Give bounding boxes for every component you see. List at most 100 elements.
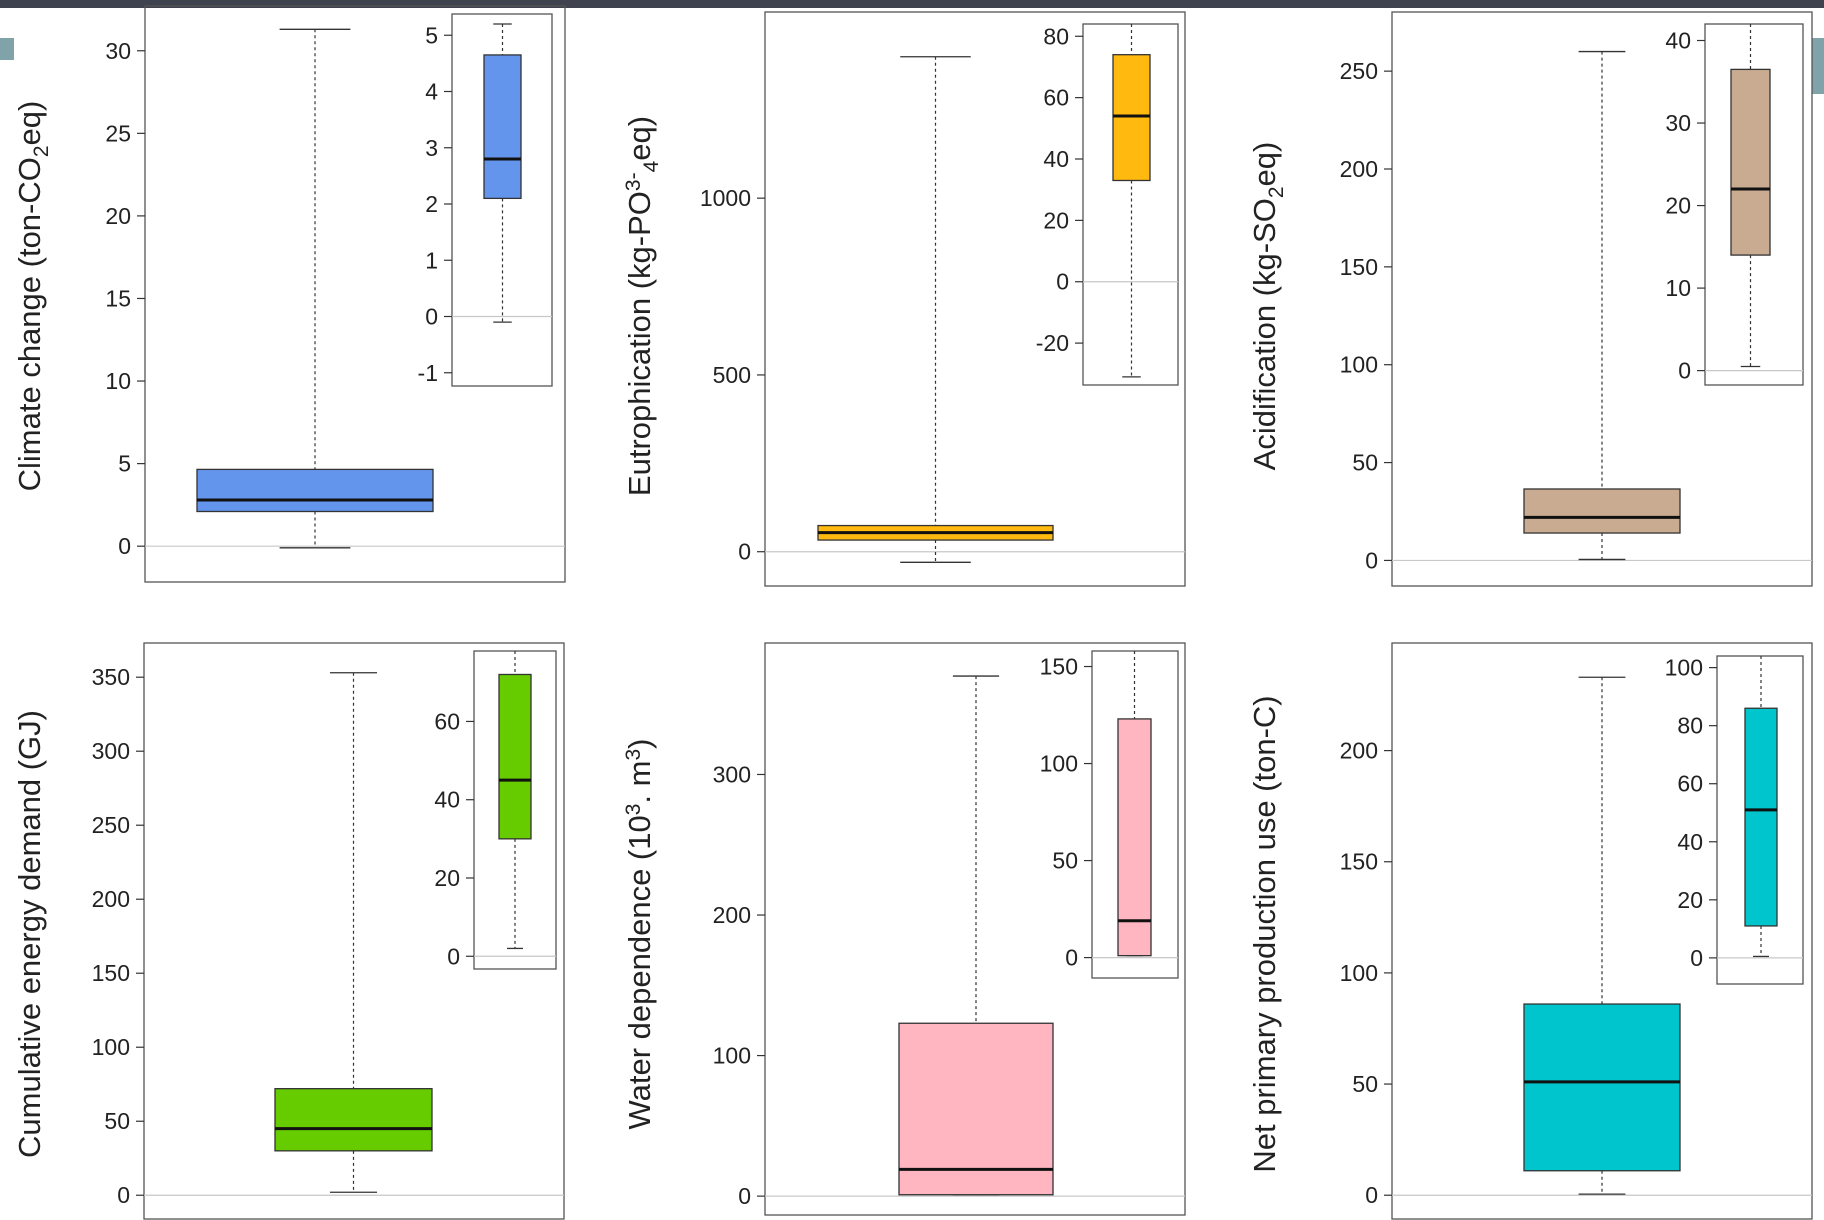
panel-3-inset-iqr-box [1730, 68, 1771, 256]
panel-2-main-tick-label: 1000 [700, 185, 751, 211]
panel-2-main-plot: 0 500 1000 [700, 11, 1186, 587]
panel-6-inset-frame [1716, 655, 1804, 985]
panel-3-main-plot: 0 50 100 150 200 250 [1340, 11, 1813, 587]
panel-1-main-tick-label: 0 [118, 533, 131, 559]
panel-4-main-tick-label: 200 [92, 886, 130, 912]
panel-5-main-iqr-box [898, 1022, 1054, 1196]
panel-1-y-axis-label: Climate change (ton-CO2eq) [12, 101, 53, 492]
panel-1-main-frame [144, 5, 566, 583]
panel-4-main-tick-label: 0 [117, 1182, 130, 1208]
slide-top-bar [0, 0, 1824, 8]
panel-3-main-tick-label: 100 [1340, 352, 1378, 378]
panel-3-main-tick-label: 200 [1340, 156, 1378, 182]
panel-2-main-frame [764, 11, 1186, 587]
panel-2-y-axis-label: Eutrophication (kg-PO3-4eq) [622, 116, 663, 496]
slide-right-accent [1812, 38, 1824, 94]
panel-4-main-tick-label: 50 [104, 1108, 130, 1134]
panel-2-inset-tick-label: 20 [1043, 207, 1069, 233]
panel-4-main-tick-label: 350 [92, 664, 130, 690]
panel-5: 0 100 200 300 0 50 100 150 Water dependence (103… [622, 642, 1186, 1216]
panel-2-main-tick-label: 500 [713, 362, 751, 388]
panel-3-inset-tick-label: 20 [1665, 193, 1691, 219]
panel-5-y-axis-label: Water dependence (103. m3) [622, 739, 657, 1130]
panel-4-inset-tick-label: 0 [447, 943, 460, 969]
panel-1-main-tick-label: 15 [105, 285, 131, 311]
panel-1-main-tick-label: 5 [118, 451, 131, 477]
panel-6-inset-tick-label: 40 [1677, 829, 1703, 855]
panel-5-main-frame [764, 642, 1186, 1216]
panel-4: 0 50 100 150 200 250 300 350 0 20 40 60 Cumulative e… [12, 642, 565, 1220]
panel-4-inset-iqr-box [498, 673, 532, 840]
panel-4-inset-tick-label: 40 [434, 787, 460, 813]
panel-3-inset-tick-label: 40 [1665, 28, 1691, 54]
panel-6-main-tick-label: 200 [1340, 738, 1378, 764]
panel-3-inset-tick-label: 10 [1665, 275, 1691, 301]
panel-4-main-tick-label: 250 [92, 812, 130, 838]
panel-3-inset-frame [1704, 23, 1804, 386]
panel-2-inset-frame [1082, 23, 1179, 386]
panel-3-y-axis-label: Acidification (kg-SO2eq) [1247, 142, 1288, 471]
panel-3-main-tick-label: 50 [1352, 450, 1378, 476]
panel-1-main-iqr-box [196, 468, 434, 513]
panel-4-inset-plot: 0 20 40 60 [434, 650, 557, 970]
panel-1-inset-tick-label: -1 [418, 360, 438, 386]
panel-2-inset-tick-label: -20 [1036, 330, 1069, 356]
panel-1-inset-iqr-box [483, 54, 522, 200]
panel-2-inset-tick-label: 60 [1043, 85, 1069, 111]
panel-5-inset-tick-label: 50 [1052, 848, 1078, 874]
panel-1-inset-tick-label: 4 [425, 79, 438, 105]
panel-5-inset-iqr-box [1117, 718, 1152, 957]
panel-4-main-tick-label: 300 [92, 738, 130, 764]
panel-2: 0 500 1000 -20 0 20 40 60 80 Eutrophication (kg-P… [622, 11, 1186, 587]
panel-3-main-tick-label: 250 [1340, 58, 1378, 84]
panel-4-main-tick-label: 150 [92, 960, 130, 986]
slide-left-accent [0, 38, 14, 60]
panel-6-inset-iqr-box [1744, 707, 1778, 927]
panel-6-inset-tick-label: 80 [1677, 713, 1703, 739]
panel-2-inset-iqr-box [1112, 54, 1151, 182]
panel-3-main-tick-label: 150 [1340, 254, 1378, 280]
panel-6-main-tick-label: 50 [1352, 1071, 1378, 1097]
panel-1-inset-frame [451, 13, 553, 387]
panel-2-main-tick-label: 0 [738, 539, 751, 565]
panel-6-inset-tick-label: 20 [1677, 887, 1703, 913]
panel-4-inset-tick-label: 20 [434, 865, 460, 891]
panel-3-inset-plot: 0 10 20 30 40 [1665, 23, 1804, 386]
panel-2-inset-tick-label: 0 [1056, 269, 1069, 295]
panel-4-inset-tick-label: 60 [434, 708, 460, 734]
panel-5-inset-tick-label: 100 [1040, 751, 1078, 777]
panel-5-main-tick-label: 100 [713, 1043, 751, 1069]
panel-5-main-tick-label: 300 [713, 761, 751, 787]
panel-4-main-iqr-box [274, 1088, 433, 1152]
panel-6: 0 50 100 150 200 0 20 40 60 80 100 Net primary prod… [1247, 642, 1813, 1220]
panel-5-main-plot: 0 100 200 300 [713, 642, 1186, 1216]
panel-3-inset-tick-label: 0 [1678, 358, 1691, 384]
panel-6-main-frame [1391, 642, 1813, 1220]
panel-6-main-tick-label: 0 [1365, 1182, 1378, 1208]
panel-6-main-iqr-box [1523, 1003, 1681, 1172]
panel-3-inset-tick-label: 30 [1665, 110, 1691, 136]
panel-1-inset-tick-label: 0 [425, 304, 438, 330]
panel-2-inset-tick-label: 80 [1043, 23, 1069, 49]
panel-1-inset-tick-label: 2 [425, 191, 438, 217]
panel-5-main-tick-label: 200 [713, 902, 751, 928]
panel-4-main-tick-label: 100 [92, 1034, 130, 1060]
panel-1-inset-tick-label: 5 [425, 22, 438, 48]
panel-2-inset-tick-label: 40 [1043, 146, 1069, 172]
panel-5-main-tick-label: 0 [738, 1183, 751, 1209]
panel-6-inset-tick-label: 100 [1665, 655, 1703, 681]
panel-1: 0 5 10 15 20 25 30 -1 0 1 2 3 4 5 Climate change (ton-… [12, 5, 566, 583]
panel-2-inset-plot: -20 0 20 40 60 80 [1036, 23, 1179, 386]
panel-3-main-frame [1391, 11, 1813, 587]
panel-5-inset-plot: 0 50 100 150 [1040, 650, 1179, 979]
panel-1-inset-tick-label: 1 [425, 247, 438, 273]
panel-5-inset-tick-label: 0 [1065, 945, 1078, 971]
panel-6-inset-plot: 0 20 40 60 80 100 [1665, 655, 1804, 985]
panel-6-y-axis-label: Net primary production use (ton-C) [1247, 695, 1282, 1172]
panel-6-inset-tick-label: 0 [1690, 945, 1703, 971]
panel-6-inset-tick-label: 60 [1677, 771, 1703, 797]
panel-6-main-tick-label: 150 [1340, 849, 1378, 875]
